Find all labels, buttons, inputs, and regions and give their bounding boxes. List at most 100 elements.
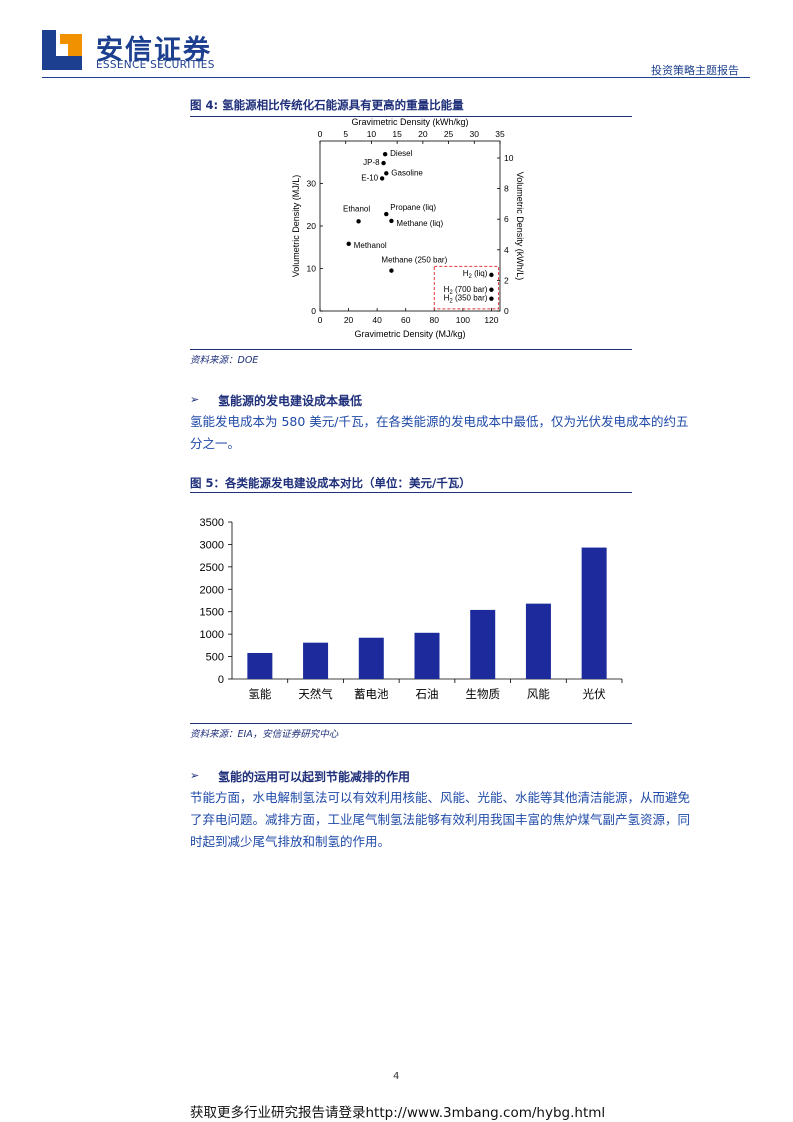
y-left-tick-label: 20 [307, 221, 317, 231]
hydrogen-highlight-box [433, 265, 500, 310]
category-label: 氢能 [248, 687, 271, 701]
page-number: 4 [393, 1071, 400, 1082]
essence-logo-icon [42, 30, 82, 70]
y-right-tick-label: 6 [504, 214, 509, 224]
x-top-tick-label: 15 [392, 129, 402, 139]
figure-4-bottom-rule [190, 349, 632, 350]
scatter-point-label: H2 (liq) [463, 269, 488, 280]
scatter-point [389, 218, 394, 224]
brand-name-cn: 安信证券 [96, 35, 212, 66]
x-top-tick-label: 30 [470, 129, 480, 139]
scatter-point [389, 268, 394, 273]
x-bottom-tick-label: 80 [430, 315, 440, 325]
y-left-axis-title: Volumetric Density (MJ/L) [291, 175, 301, 278]
figure-5-bar-chart: 0 500 1000 1500 2000 2500 3000 3500 氢能 天然气 蓄电池 石油 生物… [200, 517, 623, 701]
scatter-point-label: E-10 [361, 173, 378, 182]
x-top-tick-label: 35 [495, 129, 505, 139]
category-label: 风能 [527, 687, 550, 701]
x-bottom-tick-label: 20 [344, 315, 354, 325]
page-header: 安信证券 ESSENCE SECURITIES 投资策略主题报告 [0, 0, 793, 80]
y-left-tick-label: 0 [311, 306, 316, 316]
x-bottom-tick-label: 100 [456, 315, 470, 325]
bar-2 [358, 637, 384, 679]
scatter-point [489, 296, 494, 301]
bar-6 [581, 547, 607, 679]
scatter-point-label: Methane (liq) [396, 219, 443, 228]
footer-link-text[interactable]: 获取更多行业研究报告请登录http://www.3mbang.com/hybg.… [190, 1105, 606, 1121]
scatter-point-label: H2 (700 bar) [444, 285, 488, 296]
scatter-point [381, 160, 386, 166]
scatter-point [356, 219, 361, 224]
y-tick-label: 2500 [200, 562, 224, 574]
y-tick-label: 500 [206, 652, 224, 664]
x-bottom-tick-label: 120 [484, 315, 498, 325]
scatter-point [489, 272, 494, 278]
section-1-body-line-1: 氢能发电成本为 580 美元/千瓦，在各类能源的发电成本中最低，仅为光伏发电成本… [190, 414, 689, 429]
bar-0 [247, 652, 273, 679]
x-top-tick-label: 0 [318, 129, 323, 139]
figure-5-source: 资料来源：EIA，安信证券研究中心 [190, 729, 339, 740]
x-bottom-tick-label: 40 [372, 315, 382, 325]
y-tick-label: 0 [218, 674, 224, 686]
y-right-tick-label: 2 [504, 275, 509, 285]
y-tick-label: 3500 [200, 517, 224, 529]
y-right-tick-label: 4 [504, 245, 509, 255]
y-left-tick-label: 10 [307, 264, 317, 274]
x-top-axis-title: Gravimetric Density (kWh/kg) [351, 118, 468, 127]
section-2-heading: 氢能的运用可以起到节能减排的作用 [218, 770, 411, 784]
x-top-tick-label: 10 [367, 129, 377, 139]
y-left-tick-label: 30 [307, 179, 317, 189]
y-tick-label: 1500 [200, 607, 224, 619]
scatter-point-label: Propane (liq) [390, 203, 436, 212]
figure-4-source: 资料来源：DOE [190, 355, 259, 366]
x-bottom-tick-label: 0 [318, 315, 323, 325]
scatter-point [489, 287, 494, 292]
section-2-body-line-1: 节能方面，水电解制氢法可以有效利用核能、风能、光能、水能等其他清洁能源，从而避免 [190, 790, 691, 805]
scatter-point-label: Diesel [390, 149, 412, 158]
figure-4-top-rule [190, 116, 632, 117]
section-2-arrow-icon: ➢ [190, 769, 200, 782]
figure-5-bottom-rule [190, 723, 632, 724]
bar-5 [525, 603, 551, 679]
x-top-tick-label: 20 [418, 129, 428, 139]
category-label: 光伏 [583, 687, 606, 701]
x-bottom-axis-title: Gravimetric Density (MJ/kg) [354, 329, 465, 339]
scatter-point [384, 211, 389, 217]
section-1-body-line-2: 分之一。 [190, 436, 241, 451]
bar-1 [303, 642, 329, 679]
category-label: 生物质 [465, 687, 500, 701]
section-2-body-line-2: 了弃电问题。减排方面，工业尾气制氢法能够有效利用我国丰富的焦炉煤气副产氢资源，同 [190, 812, 691, 827]
scatter-point-label: Gasoline [391, 168, 423, 177]
scatter-point-label: Methane (250 bar) [381, 256, 447, 265]
figure-4-scatter-chart: 0 20 40 60 80 100 120 0 5 10 15 20 25 30 35 0 10 20 30 0 2 4 6… [291, 118, 525, 339]
scatter-point-label: Methanol [354, 241, 387, 250]
section-1-heading: 氢能源的发电建设成本最低 [218, 394, 363, 408]
y-tick-label: 3000 [200, 539, 224, 551]
category-label: 石油 [416, 687, 439, 701]
bar-3 [414, 632, 440, 679]
category-label: 天然气 [298, 687, 333, 701]
scatter-point [379, 176, 385, 181]
x-top-tick-label: 5 [343, 129, 348, 139]
scatter-point [384, 171, 389, 176]
category-label: 蓄电池 [354, 687, 389, 701]
report-type: 投资策略主题报告 [651, 64, 739, 77]
y-right-tick-label: 0 [504, 306, 509, 316]
figure-4-title: 图 4: 氢能源相比传统化石能源具有更高的重量比能量 [190, 98, 464, 112]
section-2-body-line-3: 时起到减少尾气排放和制氢的作用。 [190, 834, 391, 849]
x-bottom-tick-label: 60 [401, 315, 411, 325]
scatter-point-label: H2 (350 bar) [444, 294, 488, 305]
brand-name-en: ESSENCE SECURITIES [96, 59, 215, 71]
header-divider [42, 77, 750, 78]
y-tick-label: 1000 [200, 629, 224, 641]
scatter-point [346, 241, 351, 247]
y-right-axis-title: Volumetric Density (kWh/L) [515, 172, 525, 281]
bar-4 [470, 609, 496, 679]
y-tick-label: 2000 [200, 584, 224, 596]
figure-5-title: 图 5：各类能源发电建设成本对比（单位：美元/千瓦） [190, 476, 471, 490]
section-1-arrow-icon: ➢ [190, 393, 200, 406]
y-right-tick-label: 10 [504, 153, 514, 163]
scatter-point-label: JP-8 [363, 158, 380, 167]
scatter-point [382, 151, 388, 157]
figure-5-top-rule [190, 492, 632, 493]
